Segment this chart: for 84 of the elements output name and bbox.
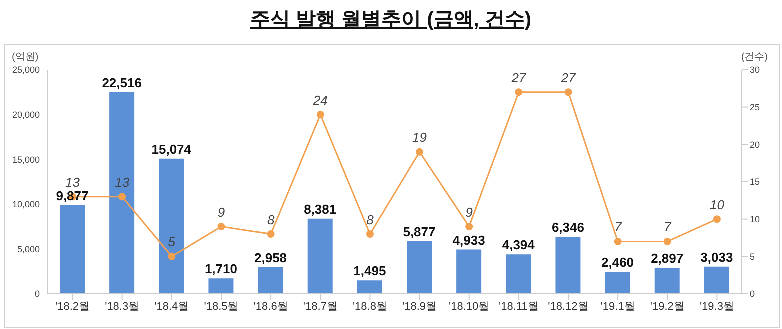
point (664, 238, 672, 246)
x-tick-label: '18.7월 (303, 300, 338, 313)
bar (60, 206, 85, 294)
y2-tick-label: 25 (750, 102, 760, 113)
data-label: 3,033 (700, 250, 734, 265)
data-label: 1,710 (204, 262, 238, 277)
bar (357, 280, 382, 294)
y-tick-label: 20,000 (12, 110, 40, 120)
x-tick-label: '18.2월 (56, 300, 90, 313)
bar (159, 158, 184, 294)
data-label: 9 (466, 204, 473, 220)
bar (654, 268, 680, 294)
x-tick-label: '18.9월 (402, 300, 438, 313)
y-tick-label: 5,000 (17, 244, 40, 254)
y2-axis-title: (건수) (741, 51, 768, 64)
data-label: 9 (218, 204, 226, 220)
point (515, 88, 523, 96)
y-tick-label: 0 (34, 289, 40, 300)
bar (110, 92, 135, 294)
data-label: 8 (366, 212, 375, 228)
point (267, 230, 275, 238)
point (614, 238, 622, 246)
y2-tick-label: 5 (750, 252, 756, 262)
y-tick-label: 15,000 (12, 154, 40, 165)
point (564, 88, 572, 96)
y2-tick-label: 20 (750, 140, 760, 150)
bar (308, 218, 333, 294)
bar (556, 237, 581, 294)
data-label: 10 (710, 197, 726, 212)
data-label: 2,460 (602, 254, 634, 270)
bar (456, 250, 482, 294)
point (466, 223, 474, 231)
data-label: 27 (560, 70, 576, 86)
x-tick-label: '18.12월 (548, 300, 589, 313)
data-label: 2,958 (254, 250, 288, 266)
data-label: 13 (66, 174, 81, 190)
x-tick-label: '19.3월 (700, 300, 734, 313)
data-label: 5 (168, 234, 176, 250)
bar (258, 267, 284, 294)
point (316, 111, 324, 119)
y2-tick-label: 15 (750, 177, 760, 188)
data-label: 15,074 (152, 142, 192, 157)
y2-tick-label: 0 (750, 289, 756, 300)
data-label: 4,933 (452, 232, 486, 248)
bar (407, 241, 432, 294)
x-tick-label: '18.6월 (254, 300, 288, 313)
bar (208, 278, 234, 294)
point (118, 193, 126, 201)
y2-tick-label: 30 (750, 65, 760, 76)
data-label: 7 (614, 220, 622, 235)
x-tick-label: '19.1월 (600, 300, 636, 313)
data-label: 4,394 (502, 238, 536, 253)
y-tick-label: 25,000 (12, 65, 40, 76)
point (713, 216, 721, 224)
data-label: 2,897 (651, 251, 684, 266)
data-label: 6,346 (552, 220, 584, 236)
point (168, 252, 176, 260)
x-tick-label: '18.10월 (449, 300, 490, 313)
x-tick-label: '18.11월 (499, 300, 539, 313)
y2-tick-label: 10 (750, 214, 760, 225)
chart-title: 주식 발행 월별추이 (금액, 건수) (250, 9, 532, 31)
data-label: 5,877 (403, 224, 436, 240)
data-label: 7 (664, 220, 672, 235)
x-tick-label: '19.2월 (650, 300, 685, 313)
x-tick-label: '18.3월 (105, 300, 140, 313)
point (366, 230, 374, 238)
bar (704, 266, 730, 294)
y-axis-title: (억원) (12, 51, 39, 64)
data-label: 24 (312, 92, 328, 108)
data-label: 8 (267, 212, 276, 228)
data-label: 19 (412, 130, 428, 146)
data-label: 13 (115, 174, 130, 190)
x-tick-label: '18.4월 (154, 300, 190, 313)
data-label: 8,381 (304, 202, 337, 217)
bar (605, 272, 630, 294)
data-label: 27 (510, 70, 527, 86)
data-label: 22,516 (102, 75, 142, 90)
point (218, 223, 226, 231)
bar (506, 254, 532, 294)
x-tick-label: '18.8월 (352, 300, 388, 313)
point (416, 148, 424, 156)
data-label: 1,495 (354, 264, 386, 279)
x-tick-label: '18.5월 (204, 300, 239, 313)
y-tick-label: 10,000 (12, 200, 40, 210)
